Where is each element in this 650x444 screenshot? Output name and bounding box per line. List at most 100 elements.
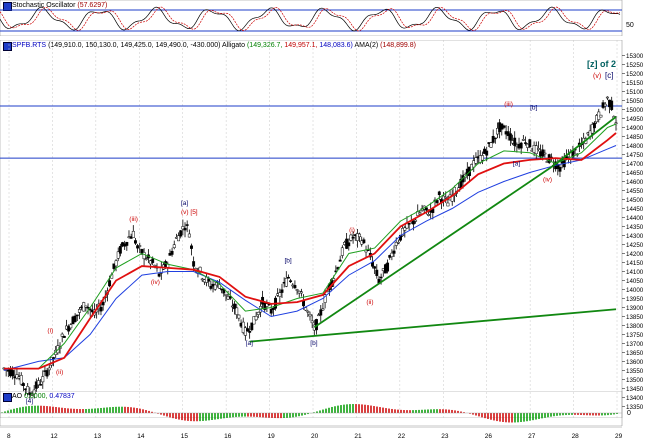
wave-label: (ii): [366, 299, 373, 306]
price-bar-body: [170, 250, 174, 255]
price-bar-body: [192, 261, 196, 267]
price-bar-body: [142, 252, 146, 260]
price-bar-body: [131, 230, 135, 238]
y-tick-label: 13500: [626, 377, 644, 384]
chart-icon: [3, 42, 12, 51]
price-bar-body: [491, 135, 495, 143]
price-bar-body: [289, 280, 293, 283]
x-tick-label: 26: [485, 433, 493, 440]
price-bar-body: [60, 333, 64, 337]
price-bar-body: [424, 207, 428, 211]
ao-histogram: [0, 404, 622, 423]
price-bar-body: [73, 315, 77, 323]
ao-plot: 0: [0, 391, 631, 426]
price-bar-body: [590, 124, 594, 134]
price-bar-body: [411, 220, 415, 225]
alligator-label: Alligato: [222, 42, 246, 49]
y-tick-label: 14350: [626, 224, 644, 231]
price-bar-body: [243, 327, 247, 336]
price-bar-body: [172, 244, 176, 248]
price-bar-body: [69, 324, 73, 329]
y-tick-label: 13950: [626, 296, 644, 303]
price-bar-body: [401, 228, 405, 236]
price-bars: [2, 96, 618, 400]
price-bar-body: [485, 150, 489, 156]
ao-value2: 0.47837: [49, 393, 75, 400]
price-bar-body: [47, 367, 51, 371]
price-bar-body: [444, 196, 448, 199]
price-bar-body: [379, 276, 383, 279]
price-bar-body: [375, 269, 379, 276]
price-bar-body: [390, 252, 394, 257]
y-tick-label: 13800: [626, 323, 644, 330]
price-bar-body: [32, 389, 36, 395]
price-bar-body: [396, 242, 400, 244]
price-bar-body: [493, 137, 497, 140]
price-bar-body: [310, 320, 314, 324]
price-bar-body: [190, 245, 193, 249]
price-bar-body: [358, 233, 362, 237]
stochastic-signal-line: [0, 6, 621, 32]
price-bar-body: [446, 202, 450, 207]
y-tick-label: 14050: [626, 278, 644, 285]
price-bar-body: [67, 326, 71, 332]
price-bar-body: [209, 285, 213, 289]
price-bar-body: [75, 314, 79, 317]
wave-label: (iii): [129, 216, 138, 223]
price-bar-body: [37, 380, 40, 386]
y-tick-label: 15050: [626, 98, 644, 105]
price-bar-body: [114, 260, 118, 267]
x-tick-label: 15: [181, 433, 189, 440]
price-bar-body: [293, 285, 297, 289]
y-tick-label: 13550: [626, 368, 644, 375]
x-tick-label: 8: [7, 433, 11, 440]
moving-averages: [3, 123, 617, 371]
x-tick-label: 29: [615, 433, 623, 440]
y-tick-label: 14550: [626, 188, 644, 195]
y-tick-label: 13650: [626, 350, 644, 357]
ao-title-bar: AO 0.0000, 0.47837: [2, 391, 624, 402]
price-bar-body: [603, 103, 607, 107]
y-axis-ticks: 13350 13400 13450 13500 13550 13600 13650 13700…: [622, 53, 644, 411]
y-tick-label: 15150: [626, 80, 644, 87]
wave-label: (i): [47, 328, 53, 335]
x-tick-label: 20: [311, 433, 319, 440]
price-bar-body: [177, 235, 180, 242]
stochastic-value: (57.6297): [77, 2, 108, 9]
trend-line: [313, 166, 552, 328]
y-tick-label: 15100: [626, 89, 644, 96]
price-bar-body: [407, 223, 411, 225]
annotation-sub2: [c]: [605, 71, 613, 80]
price-bar-body: [41, 376, 45, 383]
y-tick-label: 14100: [626, 269, 644, 276]
ama-value: (148,899.8): [380, 42, 416, 49]
price-bar-body: [502, 125, 506, 128]
y-tick-label: 13850: [626, 314, 644, 321]
price-bar-body: [246, 328, 249, 332]
ao-panel: AO 0.0000, 0.47837 0: [0, 391, 650, 426]
wave-label: [a]: [513, 160, 520, 167]
price-plot: [a] (v) [5] (iii) (iv) (i) (ii) [4] [a] [b] [b] (i…: [0, 40, 644, 418]
price-bar-body: [248, 330, 252, 333]
price-bar-body: [237, 314, 241, 319]
price-bar-body: [489, 142, 493, 148]
price-bar-body: [241, 321, 245, 333]
y-tick-label: 14250: [626, 242, 644, 249]
wave-label: (iv): [151, 279, 160, 286]
stochastic-axis-50: 50: [626, 22, 634, 29]
price-bar-body: [414, 219, 418, 222]
ao-title: AO: [12, 393, 23, 400]
price-bar-body: [299, 291, 303, 294]
price-bar-body: [593, 122, 596, 129]
price-bar-body: [295, 289, 299, 291]
price-bar-body: [112, 263, 116, 269]
price-bar-body: [118, 246, 122, 254]
price-bar-body: [373, 266, 377, 269]
price-bar-body: [319, 309, 323, 316]
wave-label: (iv): [543, 177, 552, 184]
y-tick-label: 14800: [626, 143, 644, 150]
price-bar-body: [265, 303, 269, 307]
x-tick-label: 16: [224, 433, 232, 440]
y-tick-label: 14950: [626, 116, 644, 123]
y-tick-label: 15300: [626, 53, 644, 60]
